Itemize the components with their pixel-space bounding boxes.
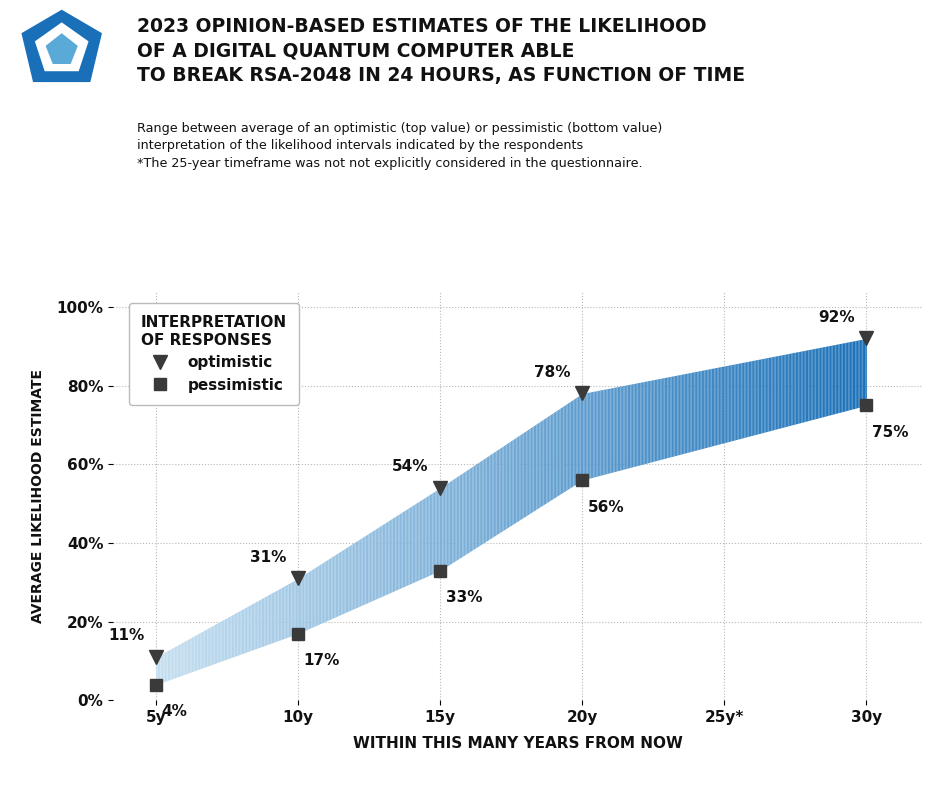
Text: 11%: 11% <box>108 628 144 644</box>
Text: 17%: 17% <box>303 653 340 668</box>
Text: 54%: 54% <box>392 459 429 474</box>
Text: 33%: 33% <box>446 590 482 605</box>
X-axis label: WITHIN THIS MANY YEARS FROM NOW: WITHIN THIS MANY YEARS FROM NOW <box>353 737 683 752</box>
Y-axis label: AVERAGE LIKELIHOOD ESTIMATE: AVERAGE LIKELIHOOD ESTIMATE <box>31 369 45 623</box>
Polygon shape <box>35 22 89 72</box>
Text: 2023 OPINION-BASED ESTIMATES OF THE LIKELIHOOD
OF A DIGITAL QUANTUM COMPUTER ABL: 2023 OPINION-BASED ESTIMATES OF THE LIKE… <box>137 17 744 85</box>
Polygon shape <box>22 9 102 82</box>
Text: 56%: 56% <box>588 500 625 515</box>
Polygon shape <box>45 33 78 64</box>
Text: 92%: 92% <box>819 309 855 324</box>
Text: 31%: 31% <box>250 549 286 564</box>
Text: 4%: 4% <box>161 704 187 719</box>
Text: Range between average of an optimistic (top value) or pessimistic (bottom value): Range between average of an optimistic (… <box>137 122 662 170</box>
Text: 78%: 78% <box>534 364 571 379</box>
Legend: optimistic, pessimistic: optimistic, pessimistic <box>129 303 300 405</box>
Text: 75%: 75% <box>872 425 908 440</box>
